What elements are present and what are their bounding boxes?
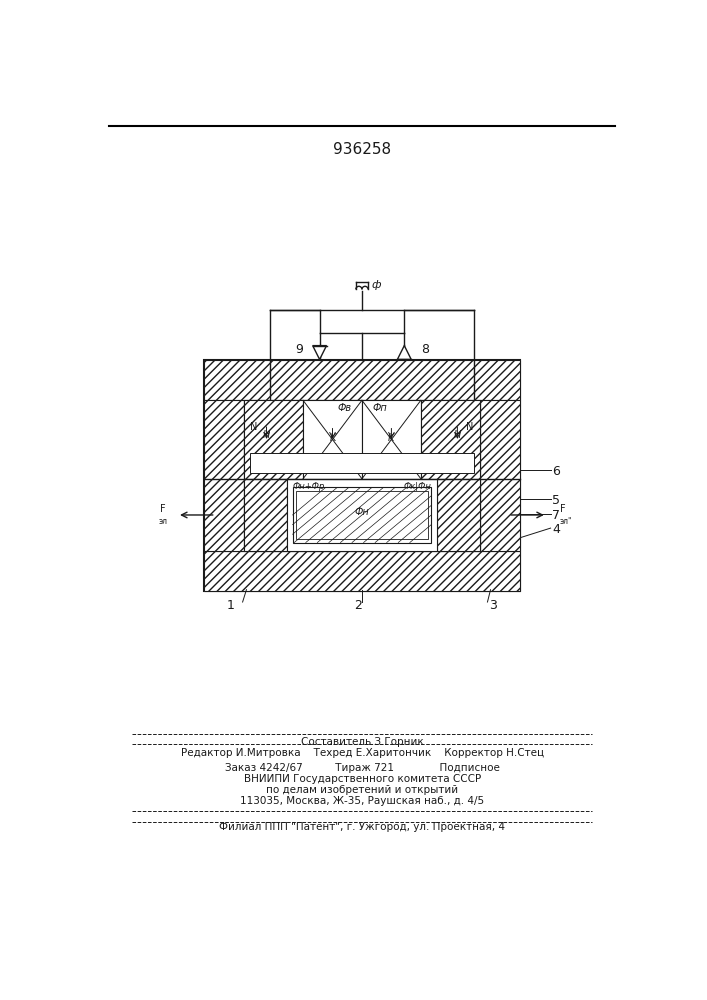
Bar	[204, 360, 520, 400]
Bar	[204, 360, 520, 591]
Bar	[303, 400, 362, 479]
Bar	[204, 551, 520, 591]
Text: N: N	[250, 422, 257, 432]
Text: K: K	[388, 433, 395, 443]
Text: 4: 4	[552, 523, 560, 536]
Text: H: H	[263, 430, 270, 440]
Polygon shape	[312, 346, 327, 359]
Text: 936258: 936258	[333, 142, 391, 157]
Text: F: F	[160, 504, 165, 514]
Text: эл: эл	[158, 517, 167, 526]
Polygon shape	[397, 346, 411, 359]
Bar	[293, 487, 431, 543]
Bar	[362, 400, 421, 479]
Text: Фк|Фн: Фк|Фн	[403, 482, 431, 491]
Text: Составитель З.Горник: Составитель З.Горник	[301, 737, 423, 747]
Text: Фн: Фн	[355, 507, 369, 517]
Bar	[438, 479, 480, 551]
Text: Редактор И.Митровка    Техред Е.Харитончик    Корректор Н.Стец: Редактор И.Митровка Техред Е.Харитончик …	[181, 748, 544, 758]
Text: F: F	[560, 504, 566, 514]
Text: 9: 9	[295, 343, 303, 356]
Bar	[204, 400, 244, 551]
Text: Фн+Фр: Фн+Фр	[293, 482, 325, 491]
Bar	[244, 479, 286, 551]
Text: 8: 8	[421, 343, 429, 356]
Text: N: N	[466, 422, 474, 432]
Text: 6: 6	[552, 465, 560, 478]
Text: Филиал ППП "Патент", г. Ужгород, ул. Проектная, 4: Филиал ППП "Патент", г. Ужгород, ул. Про…	[219, 822, 506, 832]
Bar	[250, 453, 474, 473]
Text: Фв: Фв	[337, 403, 351, 413]
Bar	[480, 400, 520, 551]
Bar	[244, 400, 303, 479]
Text: K: K	[329, 433, 336, 443]
Bar	[296, 491, 428, 539]
Bar	[244, 400, 480, 551]
Text: 3: 3	[489, 599, 497, 612]
Text: 1: 1	[227, 599, 235, 612]
Text: 113035, Москва, Ж-35, Раушская наб., д. 4/5: 113035, Москва, Ж-35, Раушская наб., д. …	[240, 796, 484, 806]
Text: 7: 7	[552, 509, 560, 522]
Bar	[421, 400, 480, 479]
Bar	[286, 479, 438, 551]
Text: Фп: Фп	[373, 403, 387, 413]
Text: Заказ 4242/67          Тираж 721              Подписное: Заказ 4242/67 Тираж 721 Подписное	[225, 763, 500, 773]
Text: 5: 5	[552, 494, 560, 507]
Text: 2: 2	[354, 599, 362, 612]
Text: H: H	[454, 430, 461, 440]
Text: ВНИИПИ Государственного комитета СССР: ВНИИПИ Государственного комитета СССР	[244, 774, 481, 784]
Text: ф: ф	[371, 280, 380, 290]
Text: эл": эл"	[560, 517, 573, 526]
Text: по делам изобретений и открытий: по делам изобретений и открытий	[267, 785, 458, 795]
